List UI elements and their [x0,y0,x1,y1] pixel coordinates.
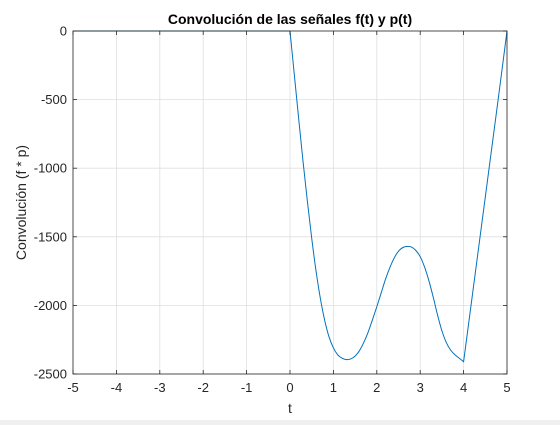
y-tick-label: -2500 [34,367,67,382]
chart-title: Convolución de las señales f(t) y p(t) [168,11,412,27]
ticks: -5 -4 -3 -2 -1 0 1 2 3 4 5 0 -500 -1000 -1500 -2000 -250… [34,24,511,396]
x-tick-label: 4 [460,380,467,395]
x-tick-label: -2 [197,380,209,395]
y-tick-label: -2000 [34,298,67,313]
x-tick-label: 1 [330,380,337,395]
x-tick-label: 3 [417,380,424,395]
x-tick-label: -1 [241,380,253,395]
x-tick-label: 2 [373,380,380,395]
x-tick-label: 5 [503,380,510,395]
y-tick-label: -500 [41,92,67,107]
y-tick-label: -1000 [34,161,67,176]
y-tick-label: -1500 [34,229,67,244]
x-tick-label: -5 [67,380,79,395]
x-tick-label: -3 [154,380,166,395]
y-tick-label: 0 [60,24,67,39]
series-line [73,30,508,363]
x-axis-label: t [288,400,292,416]
x-tick-label: -4 [111,380,123,395]
x-tick-label: 0 [286,380,293,395]
y-axis-label: Convolución (f * p) [13,145,29,260]
